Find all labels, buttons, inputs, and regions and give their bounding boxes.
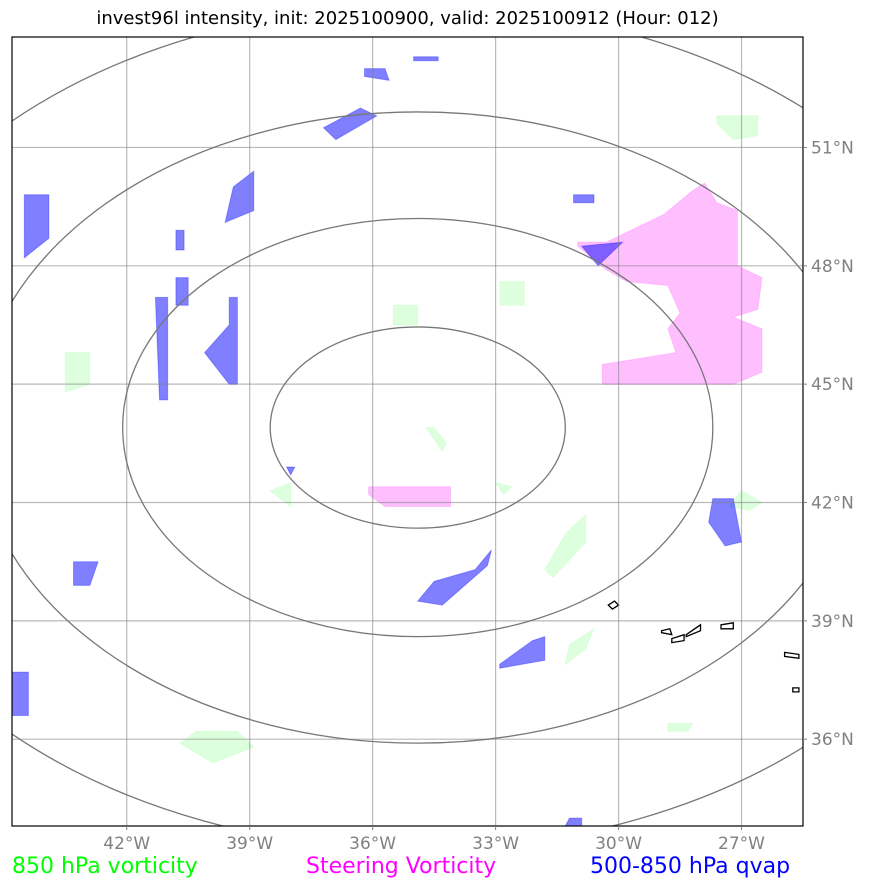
qvap-region [322, 107, 378, 141]
qvap-region [203, 296, 238, 385]
contour-line [607, 600, 620, 610]
range-ring [12, 111, 803, 744]
x-tick-label: 30°W [595, 834, 642, 854]
range-rings [12, 37, 803, 826]
y-tick-label: 48°N [811, 257, 854, 277]
gridlines [12, 37, 803, 826]
steering-region [577, 182, 763, 385]
qvap-region [285, 466, 296, 476]
y-tick-label: 42°N [811, 494, 854, 514]
vort850-region [424, 427, 447, 453]
qvap-region [564, 817, 583, 826]
contour-line [792, 687, 800, 693]
qvap-region [708, 498, 743, 547]
qvap-region [364, 68, 390, 82]
y-tick-label: 39°N [811, 612, 854, 632]
y-tick-label: 45°N [811, 375, 854, 395]
x-tick-label: 33°W [472, 834, 519, 854]
qvap-region [416, 549, 492, 606]
steering-region [368, 486, 451, 507]
contour-line [685, 623, 702, 638]
vort850-region [716, 115, 759, 141]
legend-steering-vorticity: Steering Vorticity [306, 854, 497, 879]
contour-line [671, 633, 685, 644]
chart-title: invest96l intensity, init: 2025100900, v… [96, 8, 719, 29]
qvap-region [154, 296, 169, 401]
contour-line [720, 622, 734, 630]
field-layer [12, 56, 763, 826]
contour-layer [607, 600, 800, 693]
qvap-region [175, 229, 185, 251]
vort850-region [667, 722, 694, 732]
contour-line [783, 651, 800, 660]
range-ring [122, 217, 714, 638]
vort850-region [499, 281, 525, 306]
qvap-region [499, 635, 546, 669]
qvap-region [580, 241, 625, 267]
legend-qvap: 500-850 hPa qvap [590, 854, 791, 879]
x-tick-label: 36°W [349, 834, 396, 854]
contour-line [660, 628, 673, 636]
y-axis-ticks: 51°N 48°N 45°N 42°N 39°N 36°N [803, 138, 854, 750]
vort850-region [494, 482, 514, 496]
range-ring [269, 326, 566, 529]
qvap-region [413, 56, 439, 62]
vort850-region [392, 304, 419, 326]
qvap-region [12, 671, 29, 716]
vort850-region [269, 482, 292, 508]
vort850-region [564, 627, 596, 666]
vort850-region [64, 352, 91, 393]
qvap-region [23, 194, 50, 259]
qvap-region [573, 194, 595, 204]
y-tick-label: 36°N [811, 730, 854, 750]
qvap-region [224, 170, 255, 224]
x-axis-ticks: 42°W 39°W 36°W 33°W 30°W 27°W [103, 826, 765, 854]
qvap-region [73, 561, 99, 586]
vort850-region [179, 730, 255, 764]
x-tick-label: 42°W [103, 834, 150, 854]
x-tick-label: 39°W [226, 834, 273, 854]
vort850-region [544, 513, 587, 579]
y-tick-label: 51°N [811, 138, 854, 158]
x-tick-label: 27°W [718, 834, 765, 854]
legend-850-vorticity: 850 hPa vorticity [12, 854, 198, 879]
map-frame [11, 36, 804, 827]
